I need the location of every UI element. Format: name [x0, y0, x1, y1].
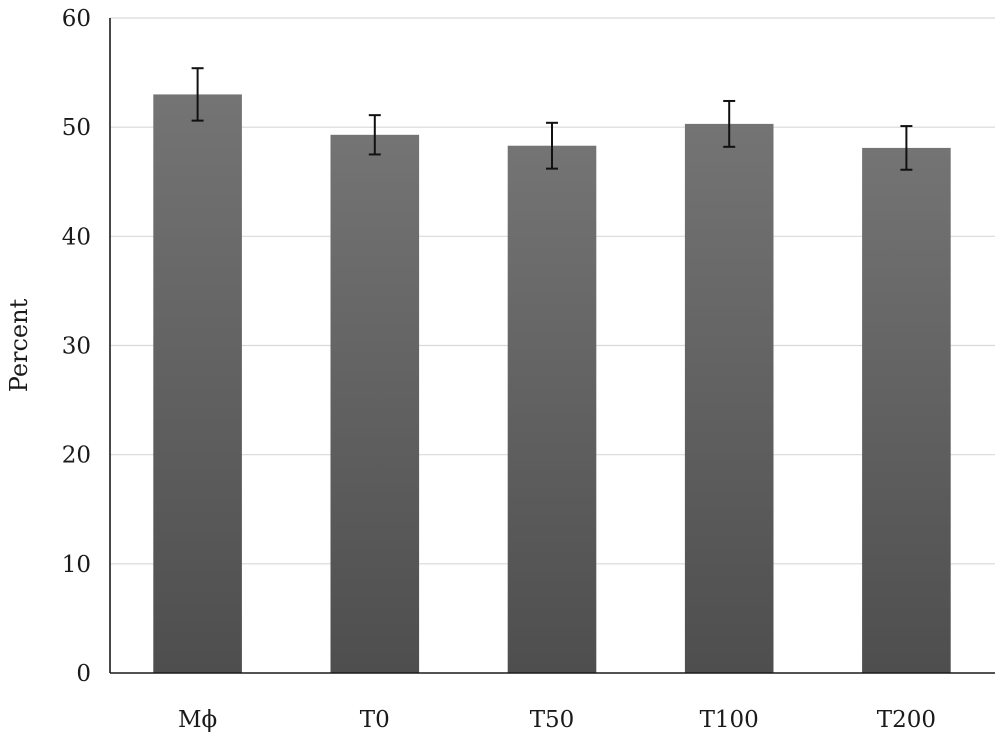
y-axis-title: Percent [5, 298, 33, 392]
y-tick-label: 40 [62, 224, 91, 250]
y-tick-label: 20 [62, 443, 91, 469]
error-bar-2 [546, 121, 558, 170]
bar-2 [507, 145, 597, 674]
bar-0 [153, 94, 242, 673]
bar-4 [862, 147, 951, 674]
x-tick-label: T100 [700, 707, 759, 733]
bar-1 [330, 134, 420, 673]
y-tick-label: 50 [62, 115, 91, 141]
x-tick-label: T200 [877, 707, 936, 733]
y-tick-label: 60 [62, 6, 91, 32]
y-tick-label: 10 [62, 552, 91, 578]
error-bar-4 [900, 125, 913, 171]
bar-3 [684, 123, 774, 674]
x-tick-label: Mϕ [178, 707, 217, 733]
error-bar-1 [368, 114, 381, 156]
bars [153, 94, 951, 674]
error-bar-3 [723, 99, 736, 148]
x-tick-label: T50 [530, 707, 575, 733]
y-tick-labels: 0 10 20 30 40 50 60 [62, 6, 91, 687]
x-tick-labels: Mϕ T0 T50 T100 T200 [178, 707, 936, 733]
y-tick-label: 0 [76, 661, 91, 687]
x-tick-label: T0 [360, 707, 390, 733]
y-tick-label: 30 [62, 334, 91, 360]
error-bar-0 [191, 67, 204, 122]
error-bars [191, 67, 913, 171]
axes [109, 18, 995, 674]
